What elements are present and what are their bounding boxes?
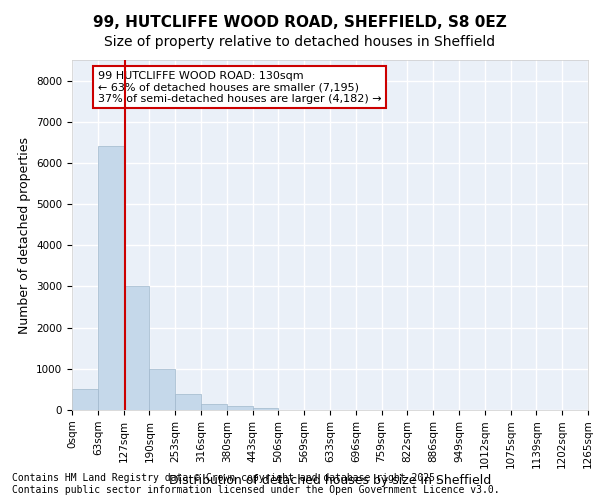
Bar xyxy=(227,406,253,410)
Bar xyxy=(149,369,175,410)
Y-axis label: Number of detached properties: Number of detached properties xyxy=(17,136,31,334)
Bar xyxy=(175,394,201,410)
Text: Contains HM Land Registry data © Crown copyright and database right 2025.
Contai: Contains HM Land Registry data © Crown c… xyxy=(12,474,500,495)
Text: 99 HUTCLIFFE WOOD ROAD: 130sqm
← 63% of detached houses are smaller (7,195)
37% : 99 HUTCLIFFE WOOD ROAD: 130sqm ← 63% of … xyxy=(98,70,382,104)
Bar xyxy=(253,408,278,410)
Text: Size of property relative to detached houses in Sheffield: Size of property relative to detached ho… xyxy=(104,35,496,49)
Text: 99, HUTCLIFFE WOOD ROAD, SHEFFIELD, S8 0EZ: 99, HUTCLIFFE WOOD ROAD, SHEFFIELD, S8 0… xyxy=(93,15,507,30)
Bar xyxy=(124,286,149,410)
Bar xyxy=(98,146,124,410)
X-axis label: Distribution of detached houses by size in Sheffield: Distribution of detached houses by size … xyxy=(169,474,491,487)
Bar xyxy=(201,404,227,410)
Bar xyxy=(72,390,98,410)
